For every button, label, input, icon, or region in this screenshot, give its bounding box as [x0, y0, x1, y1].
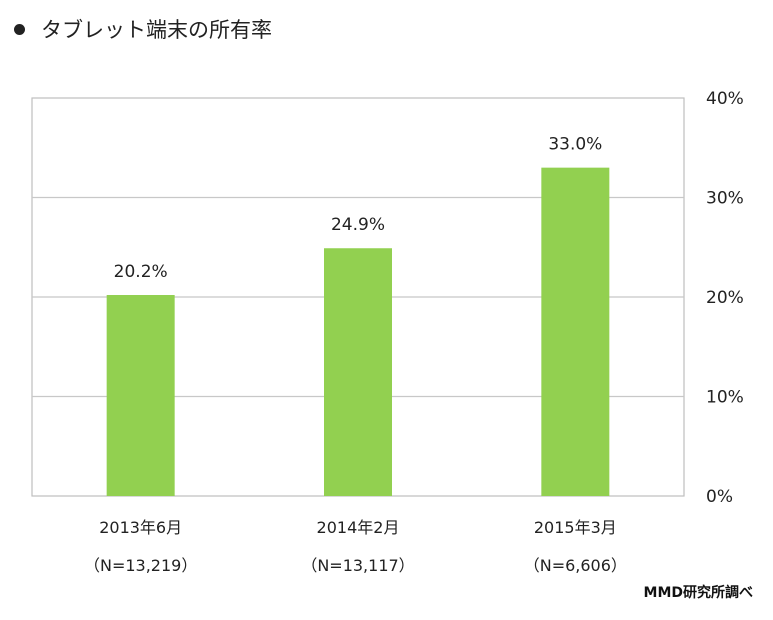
x-tick-label: 2015年3月 — [534, 518, 617, 537]
bar — [541, 167, 610, 496]
sample-size-label: （N=13,117） — [301, 556, 414, 575]
y-tick-label: 0% — [706, 487, 733, 507]
chart-title: タブレット端末の所有率 — [14, 14, 272, 44]
chart-title-text: タブレット端末の所有率 — [41, 18, 272, 42]
x-tick-label: 2014年2月 — [317, 518, 400, 537]
bar — [106, 295, 175, 496]
sample-size-label: （N=13,219） — [84, 556, 197, 575]
x-tick-label: 2013年6月 — [99, 518, 182, 537]
bar — [324, 248, 392, 496]
y-tick-label: 30% — [706, 189, 744, 209]
data-label: 33.0% — [548, 135, 602, 155]
y-tick-label: 10% — [706, 388, 744, 408]
sample-size-label: （N=6,606） — [524, 556, 627, 575]
bullet-icon — [14, 23, 25, 35]
y-tick-label: 40% — [706, 89, 744, 109]
data-label: 24.9% — [331, 215, 385, 235]
y-tick-label: 20% — [706, 288, 744, 308]
source-credit: MMD研究所調べ — [643, 585, 753, 601]
data-label: 20.2% — [114, 262, 168, 282]
